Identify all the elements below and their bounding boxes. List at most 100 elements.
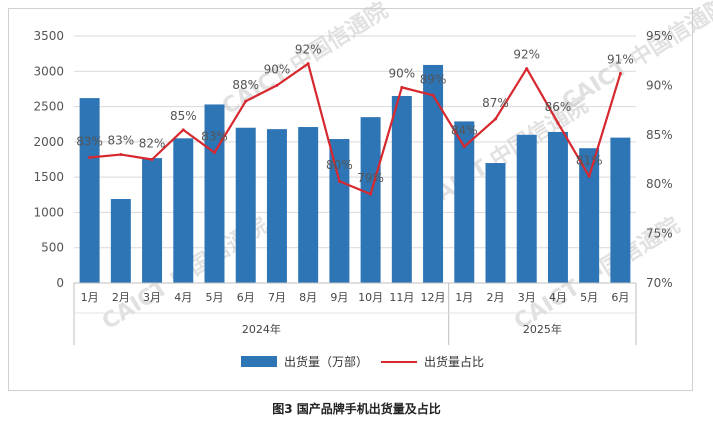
y-tick-label: 1000 <box>33 205 64 219</box>
line-point <box>88 156 92 160</box>
y-tick-label: 1500 <box>33 170 64 184</box>
data-label: 88% <box>232 78 259 92</box>
line-point <box>213 151 216 155</box>
bar <box>329 139 350 283</box>
y-tick-label: 3500 <box>33 29 64 43</box>
y-axis-left: 0 500 1000 1500 2000 2500 3000 3500 <box>33 29 64 290</box>
bar <box>391 95 412 283</box>
x-tick-label: 5月 <box>580 291 598 304</box>
y-tick-label: 3000 <box>33 64 64 78</box>
y-tick-label: 500 <box>41 241 64 255</box>
data-label: 90% <box>388 66 415 80</box>
bar <box>173 138 194 283</box>
data-label: 90% <box>264 62 291 76</box>
data-label: 87% <box>482 96 509 110</box>
bar <box>298 127 319 283</box>
line-point <box>400 85 404 89</box>
line-point <box>462 145 466 149</box>
x-tick-label: 6月 <box>237 291 255 304</box>
watermark-text: CAICT 中国信通院 <box>217 0 392 120</box>
data-label: 91% <box>607 53 634 67</box>
legend-bar-swatch <box>241 356 277 367</box>
bar <box>547 131 568 283</box>
x-tick-label: 3月 <box>143 291 161 304</box>
bar <box>454 121 475 284</box>
bar <box>610 137 631 283</box>
x-tick-label: 8月 <box>299 291 317 304</box>
data-label: 81% <box>576 153 603 167</box>
legend: 出货量（万部） 出货量占比 <box>241 354 484 369</box>
data-label: 82% <box>139 137 166 151</box>
figure-caption: 图3 国产品牌手机出货量及占比 <box>272 402 441 416</box>
data-label: 85% <box>170 109 197 123</box>
data-label: 79% <box>357 171 384 185</box>
legend-line-label: 出货量占比 <box>424 354 484 369</box>
bar <box>485 163 506 283</box>
data-label: 83% <box>76 135 103 149</box>
line-point <box>556 121 560 125</box>
x-tick-label: 1月 <box>455 291 473 304</box>
line-point <box>306 62 310 66</box>
line-point <box>119 153 123 157</box>
data-label: 84% <box>451 124 478 138</box>
data-label: 83% <box>107 134 134 148</box>
x-tick-label: 3月 <box>518 291 536 304</box>
line-point <box>181 128 185 132</box>
y-tick-label: 2500 <box>33 100 64 114</box>
bar <box>579 148 600 283</box>
x-tick-label: 11月 <box>389 291 414 304</box>
x-tick-label: 2月 <box>487 291 505 304</box>
bar <box>423 64 444 283</box>
bar <box>79 98 100 283</box>
x-tick-label: 5月 <box>206 291 224 304</box>
y2-tick-label: 70% <box>646 276 673 290</box>
line-point <box>525 67 529 71</box>
watermark-text: CAICT 中国信通院 <box>557 0 713 115</box>
bar <box>235 127 256 283</box>
bar <box>142 158 163 283</box>
x-tick-label: 12月 <box>421 291 446 304</box>
line-point <box>244 99 248 103</box>
data-label: 80% <box>326 158 353 172</box>
bar-series <box>79 64 631 284</box>
legend-bar-label: 出货量（万部） <box>284 354 368 369</box>
x-tick-label: 9月 <box>330 291 348 304</box>
x-tick-label: 4月 <box>549 291 567 304</box>
data-label: 86% <box>545 100 572 114</box>
x-tick-label: 10月 <box>358 291 383 304</box>
y2-tick-label: 90% <box>646 78 673 92</box>
year-label: 2025年 <box>523 322 562 336</box>
y-tick-label: 0 <box>56 276 64 290</box>
x-tick-label: 2月 <box>112 291 130 304</box>
line-point <box>431 93 435 97</box>
data-label: 83% <box>201 130 228 144</box>
y2-tick-label: 95% <box>646 29 673 43</box>
x-tick-label: 1月 <box>81 291 99 304</box>
line-series: 83% 83% 82% 85% 83% 88% 90% 92% 80% 79% 90% 89% 84% 8… <box>76 43 634 196</box>
y-tick-label: 2000 <box>33 135 64 149</box>
data-label: 92% <box>295 43 322 57</box>
x-tick-label: 4月 <box>174 291 192 304</box>
x-axis: 1月 2月 3月 4月 5月 6月 7月 8月 9月 10月 11月 12月 1月 2月 3月 4月 5月 6月 2… <box>73 282 637 345</box>
year-label: 2024年 <box>242 322 281 336</box>
bar <box>110 199 131 283</box>
line-point <box>494 117 497 121</box>
line-point <box>369 192 373 196</box>
share-line <box>89 62 622 196</box>
y2-tick-label: 80% <box>646 177 673 191</box>
line-point <box>337 179 341 183</box>
bar <box>266 129 287 283</box>
data-label: 92% <box>513 48 540 62</box>
y2-tick-label: 75% <box>646 227 673 241</box>
bar <box>516 134 537 283</box>
bar <box>360 117 381 284</box>
y2-tick-label: 85% <box>646 128 673 142</box>
x-tick-label: 7月 <box>268 291 286 304</box>
y-axis-right: 70% 75% 80% 85% 90% 95% <box>646 29 673 290</box>
line-point <box>150 158 154 161</box>
line-point <box>587 174 591 178</box>
line-point <box>275 83 279 87</box>
data-label: 89% <box>420 72 447 86</box>
x-tick-label: 6月 <box>611 291 629 304</box>
